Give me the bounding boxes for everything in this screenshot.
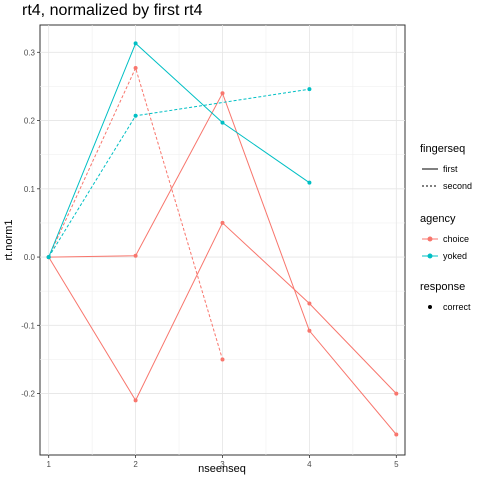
data-point-yoked (307, 181, 311, 185)
legend-key-correct (428, 305, 432, 309)
legend-label-choice: choice (443, 234, 469, 244)
data-point-choice (394, 392, 398, 396)
legend: fingerseq first second agency choice yoked res… (420, 143, 472, 312)
data-point-yoked (307, 87, 311, 91)
data-point-yoked (221, 121, 225, 125)
data-point-choice (221, 221, 225, 225)
x-tick-label: 5 (394, 460, 399, 469)
data-point-yoked (134, 41, 138, 45)
y-tick-label: -0.1 (21, 321, 35, 330)
legend-title-response: response (420, 281, 465, 293)
x-axis-label: nseenseq (198, 463, 246, 475)
y-tick-label: 0.1 (24, 185, 36, 194)
data-point-choice (307, 301, 311, 305)
data-point-choice (307, 329, 311, 333)
legend-title-fingerseq: fingerseq (420, 143, 465, 155)
y-tick-label: 0.3 (24, 48, 36, 57)
y-axis-ticks: -0.2 -0.1 0.0 0.1 0.2 0.3 (21, 48, 40, 398)
data-point-choice (134, 66, 138, 70)
data-point-choice (134, 398, 138, 402)
legend-label-yoked: yoked (443, 251, 467, 261)
y-axis-label: rt.norm1 (3, 220, 15, 261)
x-tick-label: 1 (46, 460, 51, 469)
data-point-yoked (134, 114, 138, 118)
y-tick-label: 0.0 (24, 253, 36, 262)
data-point-choice (221, 357, 225, 361)
data-point-yoked (47, 255, 51, 259)
legend-label-first: first (443, 164, 458, 174)
legend-label-second: second (443, 181, 472, 191)
y-tick-label: 0.2 (24, 117, 36, 126)
legend-label-correct: correct (443, 302, 471, 312)
data-point-choice (394, 433, 398, 437)
legend-title-agency: agency (420, 213, 456, 225)
data-point-choice (221, 91, 225, 95)
x-tick-label: 4 (307, 460, 312, 469)
x-tick-label: 2 (133, 460, 138, 469)
legend-key-point-choice (428, 237, 433, 242)
y-tick-label: -0.2 (21, 390, 35, 399)
data-point-choice (134, 254, 138, 258)
legend-key-point-yoked (428, 254, 433, 259)
chart-title: rt4, normalized by first rt4 (22, 2, 203, 19)
